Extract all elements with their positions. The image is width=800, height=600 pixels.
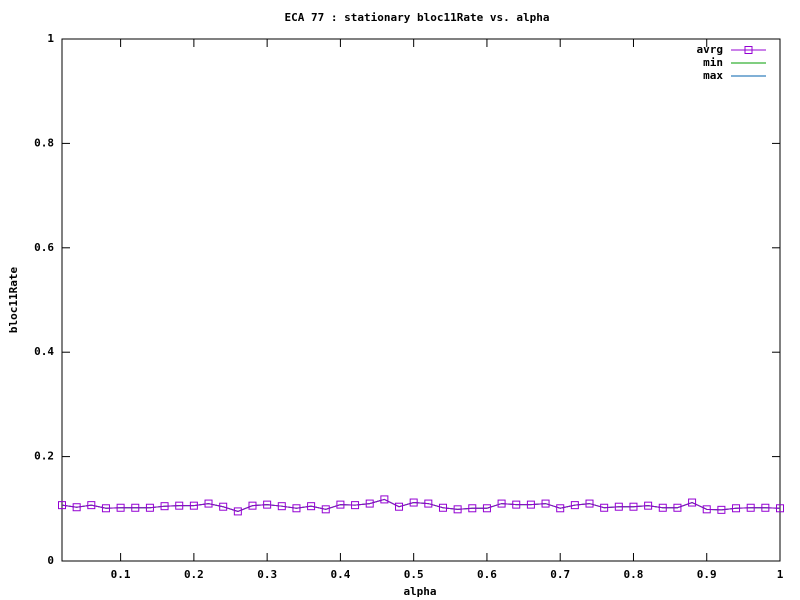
point-marker — [219, 502, 228, 511]
point-marker — [570, 501, 579, 510]
point-marker — [175, 501, 184, 510]
x-tick-label: 0.1 — [111, 568, 131, 581]
series-line — [61, 498, 781, 512]
legend-marker — [744, 46, 753, 54]
point-marker — [72, 503, 81, 512]
plot-frame — [61, 38, 781, 562]
series-line — [61, 498, 781, 512]
point-marker — [292, 504, 301, 513]
x-tick-label: 0.7 — [550, 568, 570, 581]
point-marker — [629, 502, 638, 511]
point-marker — [761, 503, 770, 512]
point-marker — [351, 501, 360, 510]
point-marker — [321, 505, 330, 514]
point-marker — [600, 503, 609, 512]
point-marker — [673, 503, 682, 512]
series-line — [61, 498, 781, 512]
point-marker — [336, 500, 345, 509]
point-marker — [409, 498, 418, 507]
point-marker — [482, 504, 491, 513]
point-marker — [468, 504, 477, 513]
point-marker — [776, 504, 784, 513]
point-marker — [526, 500, 535, 509]
point-marker — [189, 501, 198, 510]
x-tick-label: 0.2 — [184, 568, 204, 581]
y-tick-label: 0.2 — [34, 450, 54, 463]
point-marker — [145, 503, 154, 512]
legend-label: min — [703, 56, 723, 69]
y-tick-label: 1 — [47, 32, 54, 45]
point-marker — [116, 503, 125, 512]
point-marker — [131, 503, 140, 512]
x-tick-label: 0.3 — [257, 568, 277, 581]
x-tick-label: 1 — [777, 568, 784, 581]
y-tick-label: 0.4 — [34, 345, 54, 358]
point-marker — [263, 500, 272, 509]
y-tick-label: 0.8 — [34, 136, 54, 149]
point-marker — [688, 498, 697, 507]
y-axis-label: bloc11Rate — [7, 267, 20, 334]
x-tick-label: 0.6 — [477, 568, 497, 581]
point-marker — [497, 499, 506, 508]
point-marker — [58, 501, 66, 510]
point-marker — [614, 502, 623, 511]
point-marker — [204, 499, 213, 508]
point-marker — [438, 503, 447, 512]
x-tick-label: 0.8 — [624, 568, 644, 581]
point-marker — [380, 495, 389, 504]
point-marker — [395, 502, 404, 511]
x-tick-label: 0.9 — [697, 568, 717, 581]
point-marker — [556, 504, 565, 513]
point-marker — [541, 499, 550, 508]
y-tick-label: 0.6 — [34, 241, 54, 254]
point-marker — [365, 499, 374, 508]
point-marker — [233, 507, 242, 516]
point-marker — [101, 504, 110, 513]
point-marker — [424, 499, 433, 508]
point-marker — [658, 503, 667, 512]
x-tick-label: 0.4 — [330, 568, 350, 581]
point-marker — [160, 502, 169, 511]
point-marker — [746, 503, 755, 512]
legend-label: max — [703, 69, 723, 82]
point-marker — [512, 500, 521, 509]
point-marker — [87, 501, 96, 510]
x-tick-label: 0.5 — [404, 568, 424, 581]
point-marker — [277, 502, 286, 511]
legend-label: avrg — [697, 43, 724, 56]
point-marker — [248, 501, 257, 510]
point-marker — [453, 505, 462, 514]
point-marker — [717, 505, 726, 514]
x-axis-label: alpha — [403, 585, 436, 598]
point-marker — [644, 501, 653, 510]
chart-title: ECA 77 : stationary bloc11Rate vs. alpha — [285, 11, 550, 24]
point-marker — [585, 499, 594, 508]
y-tick-label: 0 — [47, 554, 54, 567]
point-marker — [702, 505, 711, 514]
point-marker — [307, 502, 316, 511]
point-marker — [732, 504, 741, 513]
